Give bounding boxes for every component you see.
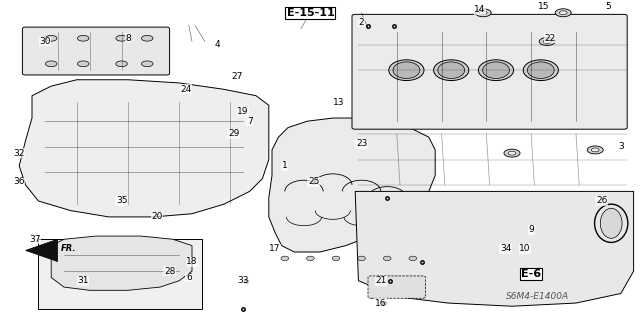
Text: 5: 5 bbox=[605, 2, 611, 11]
Text: 2: 2 bbox=[359, 18, 364, 27]
Text: 21: 21 bbox=[375, 276, 387, 285]
Ellipse shape bbox=[307, 256, 314, 261]
Text: 3: 3 bbox=[618, 142, 623, 151]
Ellipse shape bbox=[45, 35, 57, 41]
Polygon shape bbox=[269, 118, 435, 252]
Text: 14: 14 bbox=[474, 5, 486, 14]
Text: FR.: FR. bbox=[61, 244, 76, 253]
Ellipse shape bbox=[600, 208, 622, 238]
Text: 8: 8 bbox=[125, 34, 131, 43]
Text: 31: 31 bbox=[77, 276, 89, 285]
Ellipse shape bbox=[508, 151, 516, 155]
Text: 7: 7 bbox=[247, 117, 252, 126]
Ellipse shape bbox=[393, 62, 420, 78]
Polygon shape bbox=[19, 80, 269, 217]
Ellipse shape bbox=[540, 38, 556, 46]
Text: 24: 24 bbox=[180, 85, 191, 94]
Text: 9: 9 bbox=[529, 225, 534, 234]
Text: 32: 32 bbox=[13, 149, 25, 158]
FancyBboxPatch shape bbox=[368, 276, 426, 298]
Text: 25: 25 bbox=[308, 177, 319, 186]
Polygon shape bbox=[355, 191, 634, 306]
Text: 29: 29 bbox=[228, 130, 239, 138]
Polygon shape bbox=[26, 239, 58, 262]
Text: 28: 28 bbox=[164, 267, 175, 276]
Text: 37: 37 bbox=[29, 235, 41, 244]
Ellipse shape bbox=[434, 60, 468, 80]
Ellipse shape bbox=[388, 60, 424, 80]
Text: 4: 4 bbox=[215, 40, 220, 49]
Ellipse shape bbox=[332, 256, 340, 261]
Text: S6M4-E1400A: S6M4-E1400A bbox=[506, 292, 569, 301]
Polygon shape bbox=[51, 236, 192, 290]
Text: 10: 10 bbox=[519, 244, 531, 253]
Ellipse shape bbox=[527, 62, 554, 78]
Ellipse shape bbox=[559, 11, 567, 15]
Text: 26: 26 bbox=[596, 197, 607, 205]
Ellipse shape bbox=[479, 11, 487, 15]
Text: 27: 27 bbox=[231, 72, 243, 81]
Ellipse shape bbox=[588, 146, 604, 154]
Ellipse shape bbox=[438, 62, 465, 78]
Ellipse shape bbox=[116, 35, 127, 41]
Ellipse shape bbox=[116, 61, 127, 67]
FancyBboxPatch shape bbox=[22, 27, 170, 75]
Ellipse shape bbox=[591, 148, 599, 152]
Ellipse shape bbox=[77, 35, 89, 41]
Text: 36: 36 bbox=[13, 177, 25, 186]
Ellipse shape bbox=[504, 149, 520, 157]
Ellipse shape bbox=[475, 9, 492, 17]
Text: E-15-11: E-15-11 bbox=[287, 8, 334, 18]
Ellipse shape bbox=[543, 40, 551, 43]
Text: 6: 6 bbox=[186, 273, 191, 282]
Text: 35: 35 bbox=[116, 197, 127, 205]
Text: 16: 16 bbox=[375, 299, 387, 308]
Text: 15: 15 bbox=[538, 2, 550, 11]
Ellipse shape bbox=[483, 62, 509, 78]
Text: 23: 23 bbox=[356, 139, 367, 148]
Text: 1: 1 bbox=[282, 161, 287, 170]
Ellipse shape bbox=[358, 256, 365, 261]
Ellipse shape bbox=[77, 61, 89, 67]
Ellipse shape bbox=[141, 61, 153, 67]
Text: 34: 34 bbox=[500, 244, 511, 253]
Text: 33: 33 bbox=[237, 276, 249, 285]
FancyBboxPatch shape bbox=[352, 14, 627, 129]
Ellipse shape bbox=[281, 256, 289, 261]
Ellipse shape bbox=[383, 256, 391, 261]
Text: 13: 13 bbox=[333, 98, 345, 107]
Text: 17: 17 bbox=[269, 244, 281, 253]
Ellipse shape bbox=[409, 256, 417, 261]
FancyBboxPatch shape bbox=[38, 239, 202, 309]
Ellipse shape bbox=[141, 35, 153, 41]
Text: 19: 19 bbox=[237, 107, 249, 116]
Ellipse shape bbox=[479, 60, 514, 80]
Text: 30: 30 bbox=[39, 37, 51, 46]
Text: E-6: E-6 bbox=[521, 269, 541, 279]
Text: 18: 18 bbox=[186, 257, 198, 266]
Ellipse shape bbox=[45, 61, 57, 67]
Text: 20: 20 bbox=[151, 212, 163, 221]
Text: 22: 22 bbox=[545, 34, 556, 43]
Ellipse shape bbox=[523, 60, 558, 80]
Ellipse shape bbox=[556, 9, 572, 17]
